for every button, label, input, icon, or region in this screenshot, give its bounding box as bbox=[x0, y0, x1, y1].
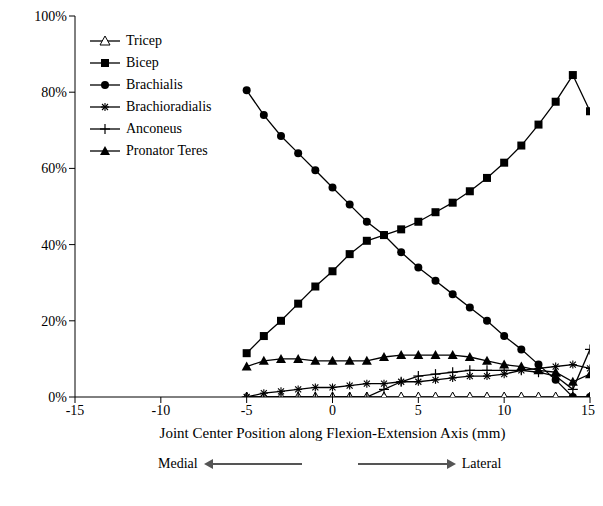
html-text:Lateral: Lateral bbox=[461, 456, 502, 471]
html-text:Anconeus: Anconeus bbox=[126, 121, 182, 136]
html-text:Tricep: Tricep bbox=[126, 33, 162, 48]
html-text:Pronator Teres: Pronator Teres bbox=[126, 143, 208, 158]
svg-text:-15: -15 bbox=[66, 403, 85, 418]
html-text:Brachialis: Brachialis bbox=[126, 77, 183, 92]
html-text:Medial: Medial bbox=[158, 456, 198, 471]
svg-text:40%: 40% bbox=[41, 238, 67, 253]
svg-text:0: 0 bbox=[329, 403, 336, 418]
svg-text:-10: -10 bbox=[151, 403, 170, 418]
svg-text:10: 10 bbox=[497, 403, 511, 418]
svg-text:15: 15 bbox=[581, 403, 595, 418]
svg-text:Joint Center Position along Fl: Joint Center Position along Flexion-Exte… bbox=[160, 425, 506, 442]
svg-text:5: 5 bbox=[415, 403, 422, 418]
html-text:Bicep: Bicep bbox=[126, 55, 159, 70]
svg-text:20%: 20% bbox=[41, 314, 67, 329]
html-text:Brachioradialis: Brachioradialis bbox=[126, 99, 212, 114]
svg-text:80%: 80% bbox=[41, 85, 67, 100]
svg-text:0%: 0% bbox=[48, 390, 67, 405]
svg-text:-5: -5 bbox=[241, 403, 253, 418]
svg-text:60%: 60% bbox=[41, 161, 67, 176]
svg-text:100%: 100% bbox=[34, 9, 67, 24]
